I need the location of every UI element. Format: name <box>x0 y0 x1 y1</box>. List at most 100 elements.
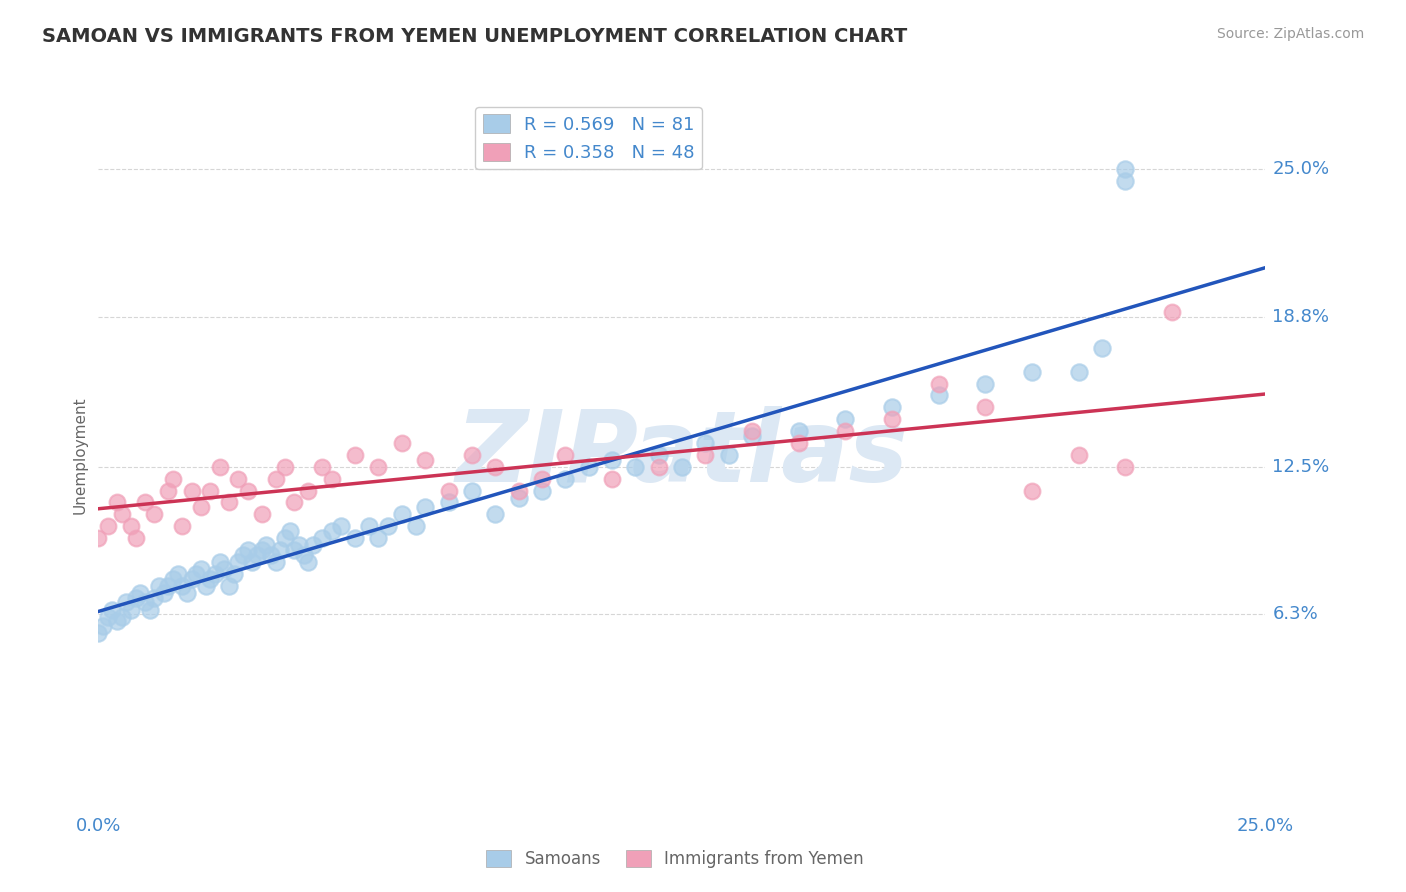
Point <box>321 472 343 486</box>
Point <box>186 566 208 581</box>
Point <box>190 500 212 515</box>
Point <box>508 483 530 498</box>
Point <box>143 591 166 605</box>
Point <box>125 591 148 605</box>
Point <box>974 401 997 415</box>
Point <box>624 459 647 474</box>
Point <box>250 508 273 522</box>
Legend: R = 0.569   N = 81, R = 0.358   N = 48: R = 0.569 N = 81, R = 0.358 N = 48 <box>475 107 702 169</box>
Point <box>834 412 856 426</box>
Point <box>97 609 120 624</box>
Point <box>236 543 259 558</box>
Point <box>129 586 152 600</box>
Point <box>1114 459 1136 474</box>
Point <box>134 595 156 609</box>
Point <box>157 579 180 593</box>
Point <box>554 448 576 462</box>
Point <box>928 376 950 391</box>
Point <box>344 448 367 462</box>
Point <box>367 531 389 545</box>
Point <box>222 566 245 581</box>
Point <box>246 548 269 562</box>
Point <box>152 586 174 600</box>
Point <box>200 483 222 498</box>
Point <box>162 472 184 486</box>
Point <box>134 495 156 509</box>
Point <box>101 602 124 616</box>
Point <box>87 531 110 545</box>
Point <box>111 508 134 522</box>
Point <box>880 412 903 426</box>
Point <box>120 602 142 616</box>
Point <box>120 519 142 533</box>
Point <box>359 519 381 533</box>
Y-axis label: Unemployment: Unemployment <box>72 396 87 514</box>
Text: Source: ZipAtlas.com: Source: ZipAtlas.com <box>1216 27 1364 41</box>
Point <box>157 483 180 498</box>
Point <box>405 519 427 533</box>
Point <box>311 459 333 474</box>
Point <box>1114 162 1136 177</box>
Point <box>139 602 162 616</box>
Point <box>180 483 202 498</box>
Point <box>834 424 856 438</box>
Point <box>87 626 110 640</box>
Point <box>278 524 301 538</box>
Point <box>974 376 997 391</box>
Point <box>484 459 506 474</box>
Text: ZIPatlas: ZIPatlas <box>456 407 908 503</box>
Point <box>647 459 669 474</box>
Point <box>600 472 623 486</box>
Point <box>260 548 283 562</box>
Point <box>1021 365 1043 379</box>
Point <box>218 579 240 593</box>
Point <box>530 472 553 486</box>
Point <box>297 555 319 569</box>
Point <box>461 483 484 498</box>
Point <box>97 519 120 533</box>
Point <box>741 429 763 443</box>
Point <box>292 548 315 562</box>
Point <box>647 448 669 462</box>
Point <box>176 586 198 600</box>
Point <box>578 459 600 474</box>
Point <box>344 531 367 545</box>
Point <box>1114 174 1136 188</box>
Point <box>190 562 212 576</box>
Point <box>787 436 810 450</box>
Point <box>283 543 305 558</box>
Point <box>288 538 311 552</box>
Point <box>1067 448 1090 462</box>
Point <box>143 508 166 522</box>
Point <box>437 495 460 509</box>
Point <box>264 555 287 569</box>
Point <box>717 448 740 462</box>
Point <box>330 519 353 533</box>
Point <box>671 459 693 474</box>
Point <box>125 531 148 545</box>
Point <box>208 459 231 474</box>
Point <box>1161 305 1184 319</box>
Point <box>787 424 810 438</box>
Point <box>172 579 194 593</box>
Text: 12.5%: 12.5% <box>1272 458 1330 475</box>
Point <box>880 401 903 415</box>
Point <box>105 615 128 629</box>
Point <box>250 543 273 558</box>
Point <box>437 483 460 498</box>
Point <box>530 483 553 498</box>
Point <box>274 531 297 545</box>
Point <box>274 459 297 474</box>
Text: 25.0%: 25.0% <box>1272 161 1330 178</box>
Point <box>283 495 305 509</box>
Point <box>166 566 188 581</box>
Point <box>218 495 240 509</box>
Point <box>91 619 114 633</box>
Point <box>115 595 138 609</box>
Point <box>1067 365 1090 379</box>
Point <box>297 483 319 498</box>
Point <box>311 531 333 545</box>
Point <box>508 491 530 505</box>
Legend: Samoans, Immigrants from Yemen: Samoans, Immigrants from Yemen <box>479 843 870 875</box>
Text: SAMOAN VS IMMIGRANTS FROM YEMEN UNEMPLOYMENT CORRELATION CHART: SAMOAN VS IMMIGRANTS FROM YEMEN UNEMPLOY… <box>42 27 907 45</box>
